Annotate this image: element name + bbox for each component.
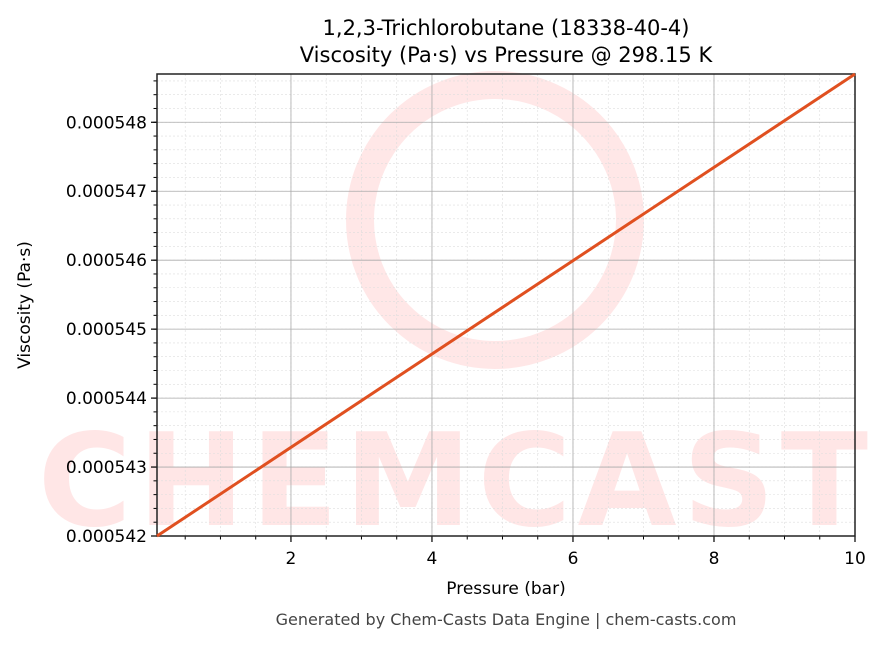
y-tick-label: 0.000548	[66, 113, 147, 133]
y-tick-label: 0.000543	[66, 458, 147, 478]
footer: Generated by Chem-Casts Data Engine | ch…	[276, 610, 737, 629]
y-axis-label: Viscosity (Pa·s)	[15, 241, 35, 369]
svg-text:CHEMCASTS: CHEMCASTS	[38, 407, 883, 556]
chart-subtitle: Viscosity (Pa·s) vs Pressure @ 298.15 K	[300, 43, 714, 67]
x-tick-label: 10	[844, 549, 866, 569]
y-tick-label: 0.000547	[66, 182, 147, 202]
series-line	[156, 72, 856, 538]
y-tick-label: 0.000545	[66, 320, 147, 340]
x-tick-label: 6	[568, 549, 579, 569]
y-tick-label: 0.000542	[66, 527, 147, 547]
x-tick-label: 4	[427, 549, 438, 569]
x-tick-label: 2	[286, 549, 297, 569]
x-tick-label: 8	[709, 549, 720, 569]
y-tick-label: 0.000546	[66, 251, 147, 271]
plot-frame	[156, 73, 856, 537]
x-axis-label: Pressure (bar)	[446, 579, 565, 599]
y-tick-label: 0.000544	[66, 389, 147, 409]
chart-title: 1,2,3-Trichlorobutane (18338-40-4)	[323, 16, 690, 40]
watermark: CHEMCASTS	[38, 71, 883, 556]
